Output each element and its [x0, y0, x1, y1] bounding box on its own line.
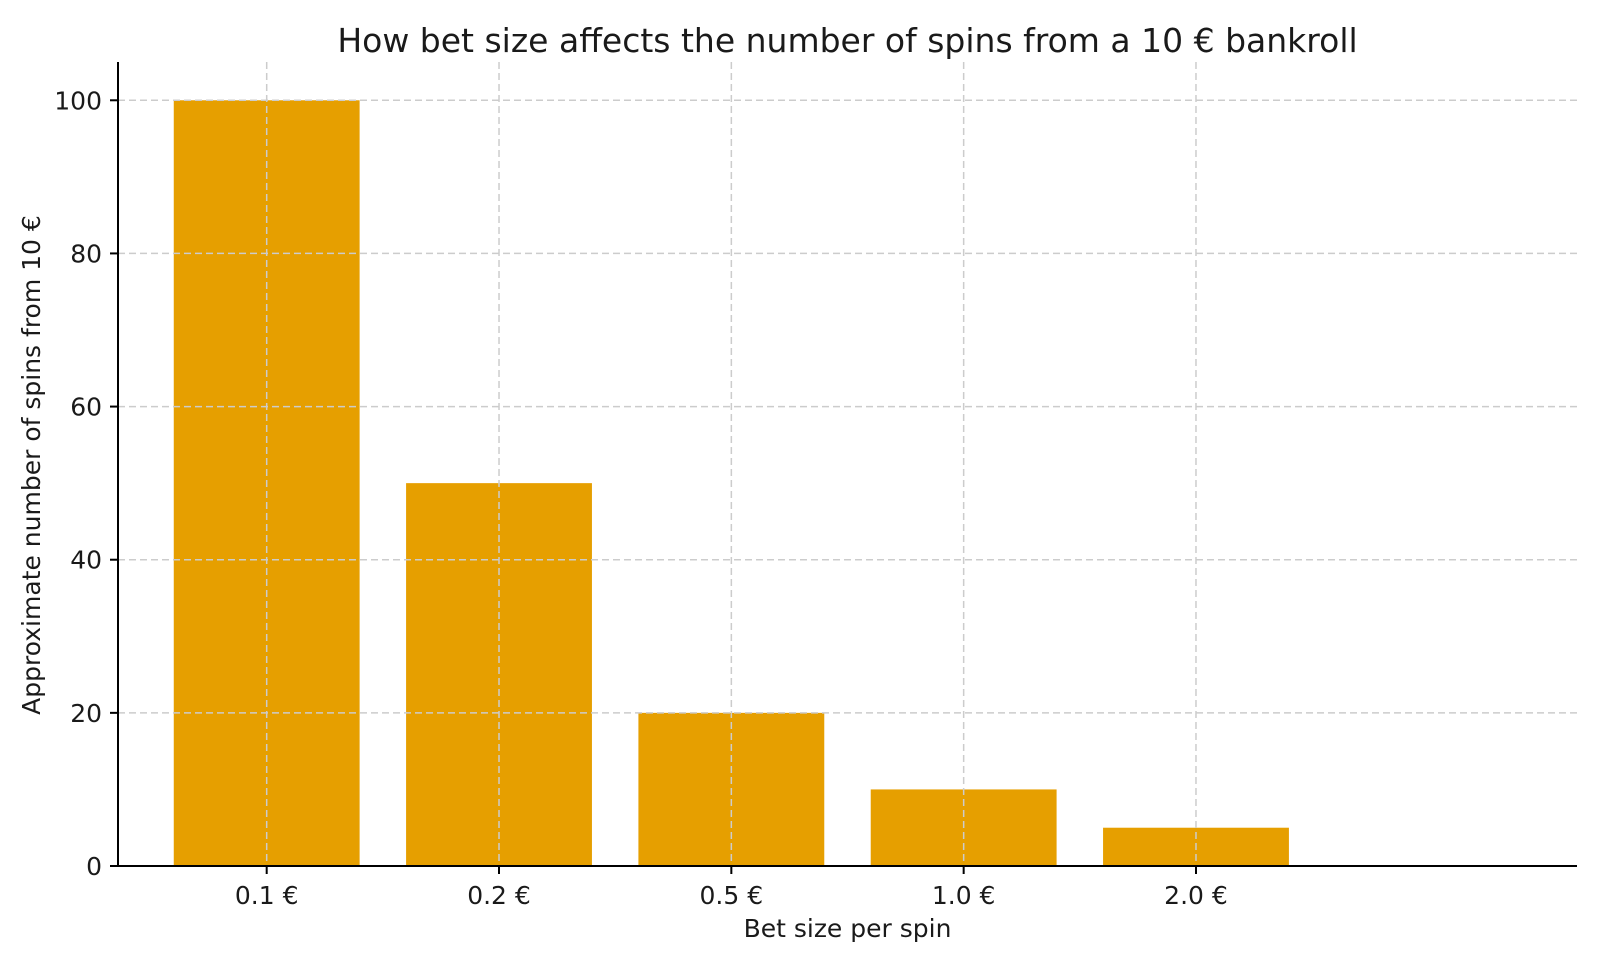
- x-tick-label-3: 1.0 €: [932, 881, 996, 910]
- x-tick-label-4: 2.0 €: [1164, 881, 1228, 910]
- x-axis-label: Bet size per spin: [743, 914, 952, 943]
- y-tick-label-80: 80: [70, 239, 102, 268]
- y-tick-label-0: 0: [86, 852, 102, 881]
- x-tick-label-0: 0.1 €: [235, 881, 299, 910]
- chart-title: How bet size affects the number of spins…: [337, 21, 1358, 60]
- x-tick-label-1: 0.2 €: [467, 881, 531, 910]
- y-tick-label-60: 60: [70, 393, 102, 422]
- y-tick-label-20: 20: [70, 699, 102, 728]
- x-tick-label-2: 0.5 €: [700, 881, 764, 910]
- y-tick-label-100: 100: [54, 86, 102, 115]
- y-tick-label-40: 40: [70, 546, 102, 575]
